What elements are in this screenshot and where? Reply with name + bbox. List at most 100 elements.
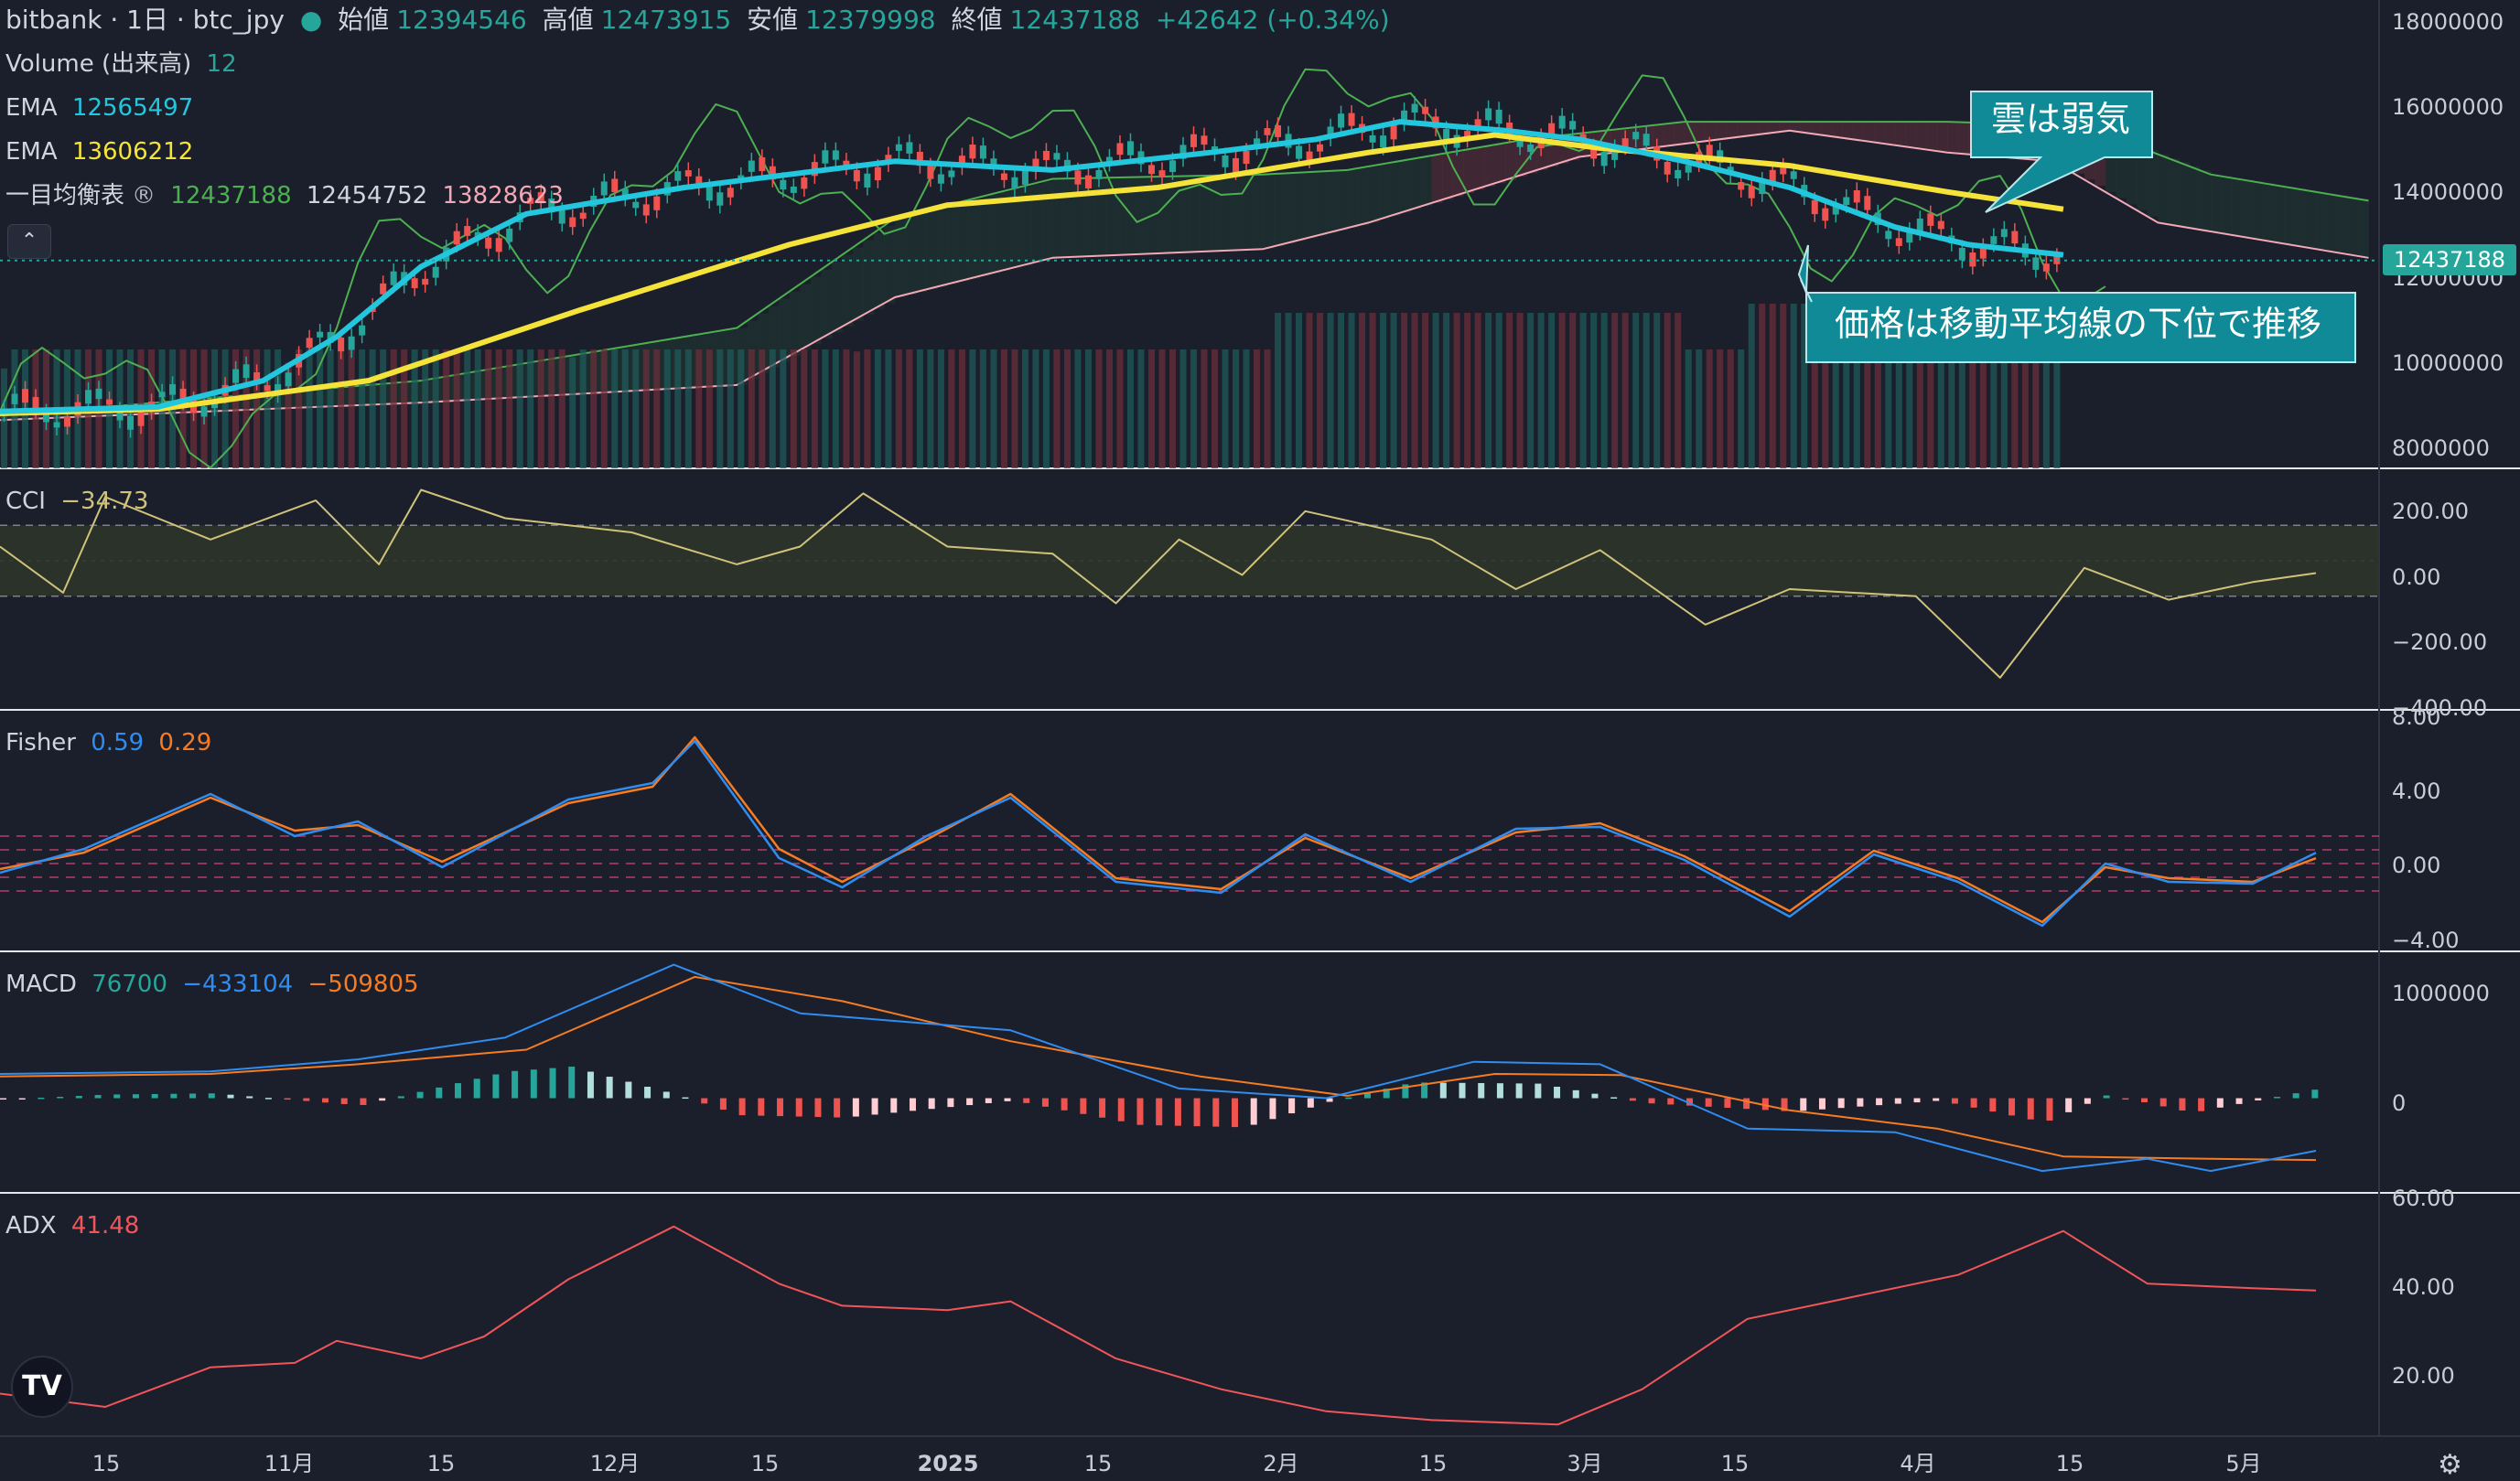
ichimoku-cloud-segment [968,199,980,279]
volume-bar [705,349,713,468]
ichimoku-cloud-segment [2147,150,2159,217]
candle-body [1011,177,1018,189]
ema-fast-legend[interactable]: EMA 12565497 [5,93,200,123]
collapse-legend-button[interactable]: ⌃ [7,224,51,259]
macd-histogram-bar [1989,1098,1997,1112]
volume-bar [359,349,366,468]
candle-body [1474,119,1481,127]
macd-histogram-bar [2122,1098,2129,1100]
date-tick: 2025 [917,1451,979,1476]
macd-histogram-bar [170,1093,178,1099]
cci-tick: −400.00 [2392,695,2488,721]
volume-label: Volume (出来高) [5,50,192,78]
ichimoku-cloud-segment [1505,143,1517,180]
header-legend: bitbank · 1日 · btc_jpy ● 始値 12394546 高値 12… [5,5,1397,35]
candle-body [1243,150,1250,165]
macd-histogram-bar [1951,1098,1958,1104]
volume-bar [338,349,345,468]
candle-body [317,331,324,338]
volume-bar [1864,304,1871,468]
ichimoku-cloud-segment [842,254,854,327]
candle-body [2042,263,2050,272]
macd-histogram-bar [587,1071,594,1099]
macd-histogram-bar [625,1081,632,1099]
ichimoku-cloud-segment [2284,187,2296,244]
volume-bar [1084,349,1092,468]
candle-body [242,364,250,379]
macd-histogram-bar [1535,1083,1542,1099]
ichimoku-cloud-segment [2326,193,2338,252]
macd-histogram-bar [322,1098,329,1103]
volume-bar [1653,313,1661,468]
date-tick: 15 [1083,1451,1113,1476]
macd-histogram-bar [2198,1098,2205,1111]
ichimoku-cloud-segment [1484,146,1496,187]
macd-histogram-bar [2103,1095,2110,1099]
candle-body [432,266,439,278]
volume-bar [1590,313,1598,468]
macd-histogram-bar [1876,1098,1883,1106]
volume-bar [990,349,997,468]
ichimoku-cloud-segment [1232,175,1244,251]
fisher-signal-line [0,735,2317,924]
cci-legend[interactable]: CCI −34.73 [5,487,156,516]
macd-histogram-bar [947,1098,954,1108]
candle-body [285,372,292,387]
macd-line [0,963,2317,1173]
volume-bar [769,349,776,468]
change-value: +42642 (+0.34%) [1155,5,1390,35]
ichimoku-cloud-segment [2158,154,2170,223]
candle-body [1790,171,1797,179]
ichimoku-cloud-segment [1062,178,1074,258]
ichimoku-cloud-segment [1842,122,1854,138]
volume-bar [264,349,271,468]
volume-bar [242,349,250,468]
volume-bar [1979,304,1987,468]
ichimoku-cloud-segment [1663,123,1675,146]
macd-histogram-bar [189,1093,197,1099]
ichimoku-cloud-segment [957,202,969,282]
ichimoku-cloud-segment [1136,177,1148,254]
ichimoku-cloud-segment [1211,175,1222,252]
candle-body [1611,147,1619,160]
candle-body [2011,231,2019,244]
volume-bar [485,349,492,468]
candle-body [906,142,913,154]
candle-body [948,170,955,177]
macd-histogram-bar [1326,1098,1333,1102]
volume-bar [663,349,671,468]
candle-body [264,385,271,392]
gear-icon[interactable]: ⚙ [2438,1449,2462,1481]
ichimoku-cloud-segment [1789,122,1801,131]
candle-body [1675,169,1682,179]
volume-bar [590,349,598,468]
ichimoku-cloud-segment [1104,177,1116,256]
volume-legend[interactable]: Volume (出来高) 12 [5,49,244,79]
volume-bar [253,349,261,468]
ichimoku-cloud-segment [2168,158,2180,225]
ichimoku-legend[interactable]: 一目均衡表 ® 12437188 12454752 13828623 [5,181,571,210]
ichimoku-cloud-segment [1926,122,1938,150]
macd-histogram-bar [473,1079,480,1099]
fisher-legend[interactable]: Fisher 0.59 0.29 [5,728,219,757]
ichimoku-cloud-segment [978,197,990,276]
macd-histogram-bar [662,1091,670,1099]
cloud-note: 雲は弱気 [1990,99,2130,139]
adx-legend[interactable]: ADX 41.48 [5,1211,146,1240]
candle-body [1390,125,1397,140]
tradingview-logo-icon[interactable]: TV [11,1356,73,1418]
macd-histogram-bar [1894,1098,1901,1104]
ema-slow-legend[interactable]: EMA 13606212 [5,137,200,166]
ichimoku-cloud-segment [2221,176,2233,233]
macd-histogram-bar [1193,1098,1201,1127]
macd-histogram-bar [1800,1098,1807,1111]
volume-bar [285,362,292,468]
volume-bar [453,349,460,468]
current-price-tag: 12437188 [2383,244,2516,275]
candle-body [359,325,366,336]
date-tick: 2月 [1263,1451,1299,1476]
macd-histogram-bar [1837,1098,1845,1109]
ichimoku-cloud-segment [1526,139,1538,174]
macd-legend[interactable]: MACD 76700 −433104 −509805 [5,970,426,999]
